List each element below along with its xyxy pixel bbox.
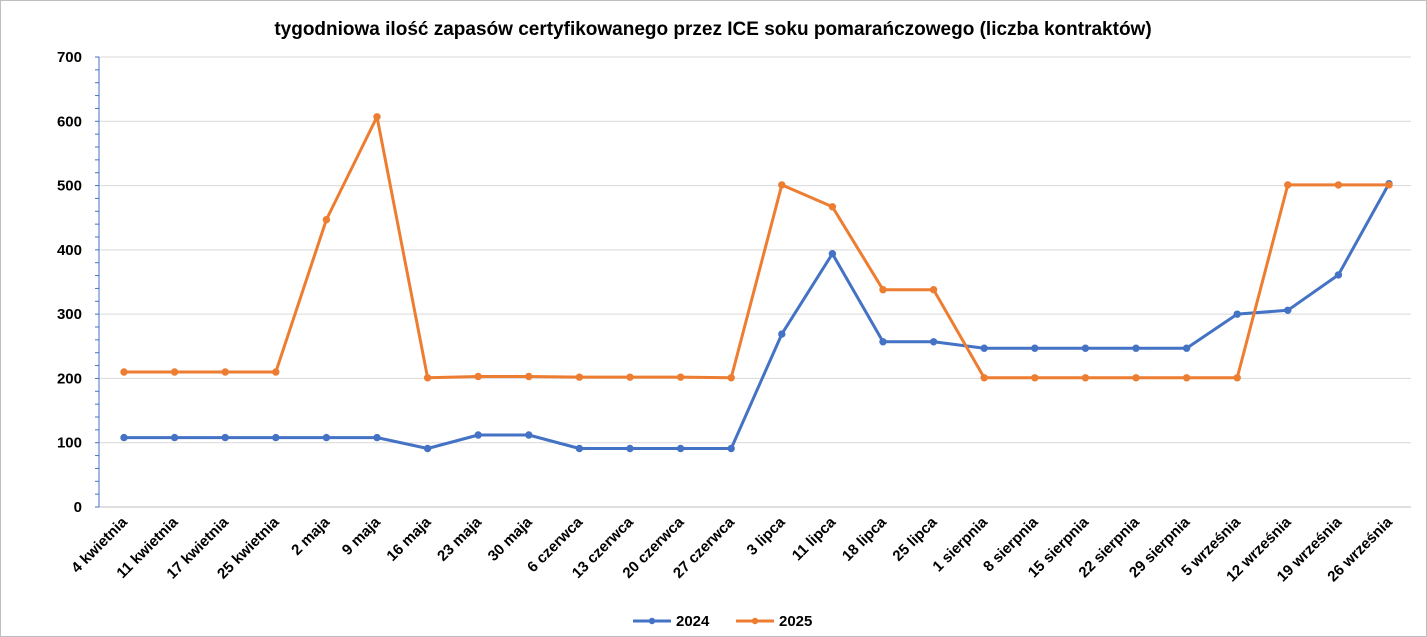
data-point-2025 [778,181,786,189]
legend-label-2025: 2025 [779,613,812,630]
data-point-2025 [525,372,533,381]
data-point-2024 [170,433,179,442]
data-point-2024 [272,433,280,442]
data-point-2025 [575,373,584,381]
data-point-2025 [1334,181,1343,189]
y-tick-label: 600 [57,113,82,130]
data-point-2025 [828,203,837,211]
data-point-2024 [322,433,331,442]
x-tick-label: 25 lipca [889,513,940,564]
data-point-2024 [1284,306,1292,314]
data-point-2024 [980,344,988,352]
y-tick-label: 0 [74,499,82,516]
x-tick-label: 9 maja [339,513,385,559]
data-point-2024 [423,444,432,453]
y-tick-label: 500 [57,178,82,195]
data-point-2025 [423,374,432,382]
data-point-2024 [1132,344,1140,352]
data-point-2024 [1334,271,1343,279]
data-point-2025 [929,286,938,294]
data-point-2024 [575,444,584,453]
data-point-2024 [727,444,735,453]
data-point-2024 [1081,344,1090,352]
data-point-2025 [1132,374,1140,382]
y-tick-label: 100 [57,435,82,452]
legend-marker-2024 [648,617,656,625]
x-tick-label: 16 maja [383,513,434,564]
x-tick-label: 30 maja [485,513,536,564]
legend-marker-2025 [751,617,759,625]
series-lines [120,113,1393,453]
data-point-2025 [1385,181,1393,189]
series-line-2025 [122,115,1391,380]
data-point-2025 [879,286,887,294]
data-point-2025 [1182,374,1191,382]
data-point-2024 [1233,310,1241,318]
x-tick-label: 11 lipca [789,513,840,564]
x-tick-label: 23 maja [434,513,485,564]
data-point-2025 [727,374,735,382]
data-point-2025 [322,215,331,224]
data-point-2024 [525,431,533,439]
data-point-2024 [879,338,887,346]
data-point-2024 [120,433,128,442]
data-point-2025 [1284,181,1292,189]
data-point-2024 [828,250,837,258]
series-line-2024 [122,182,1391,450]
data-point-2025 [1233,374,1241,382]
y-tick-label: 300 [57,306,82,323]
data-point-2024 [929,338,938,346]
data-point-2024 [1182,344,1191,352]
data-point-2025 [626,373,634,381]
y-tick-label: 200 [57,370,82,387]
data-point-2024 [373,433,381,442]
data-point-2024 [626,444,634,453]
data-point-2025 [474,372,482,381]
data-point-2025 [221,368,229,376]
x-tick-label: 2 maja [288,513,334,559]
data-point-2025 [676,373,685,381]
y-tick-label: 700 [57,49,82,66]
gridlines [99,56,1411,444]
data-point-2024 [1031,344,1039,352]
data-point-2025 [272,368,280,376]
data-point-2024 [221,433,229,442]
data-point-2025 [170,368,179,376]
data-point-2025 [120,368,128,376]
x-tick-label: 18 lipca [839,513,890,564]
data-point-2025 [1031,374,1039,382]
data-point-2025 [373,113,381,121]
legend: 2024 2025 [633,613,812,630]
data-point-2024 [778,330,786,338]
chart-title: tygodniowa ilość zapasów certyfikowanego… [274,19,1151,40]
legend-label-2024: 2024 [676,613,710,630]
x-tick-label: 3 lipca [744,513,790,559]
y-tick-label: 400 [57,242,82,259]
data-point-2025 [1081,374,1090,382]
data-point-2024 [676,444,685,453]
data-point-2024 [474,431,482,439]
data-point-2025 [980,374,988,382]
